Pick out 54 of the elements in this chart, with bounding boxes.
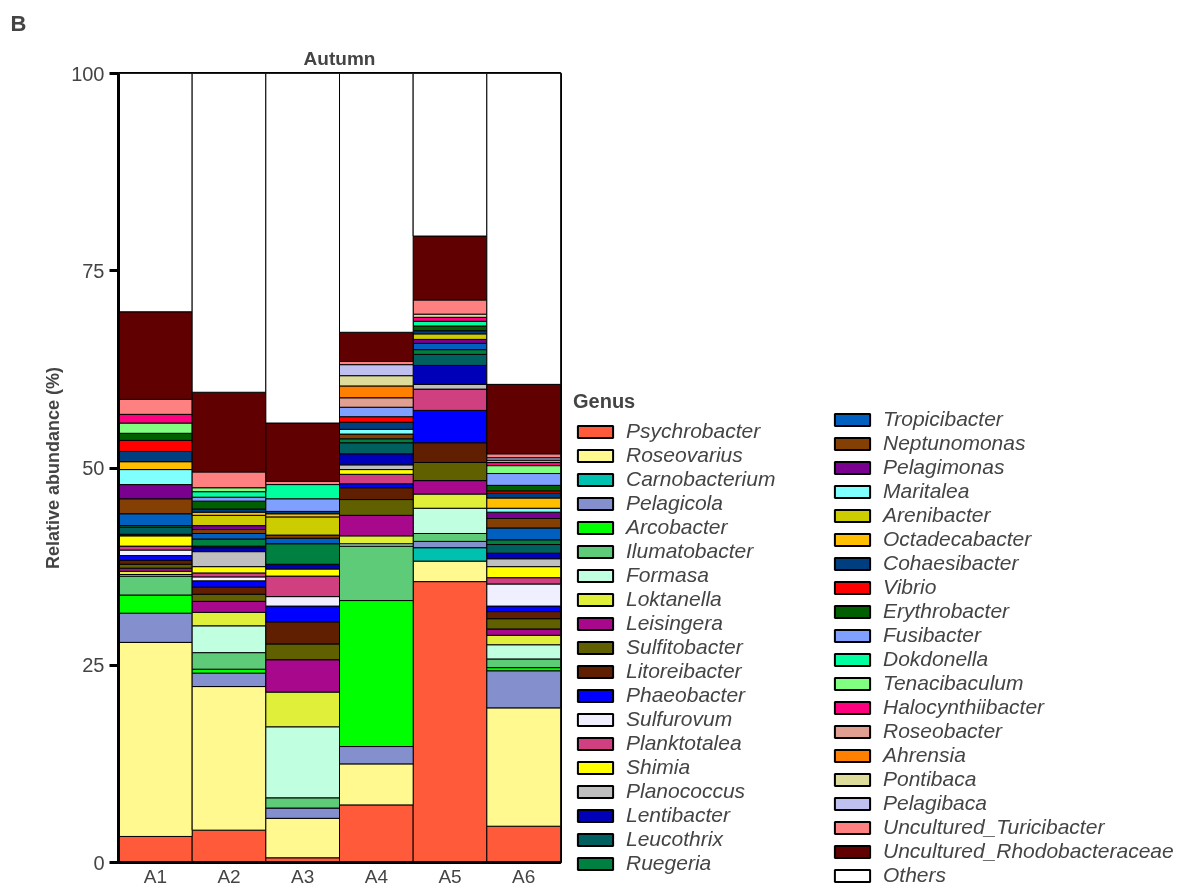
y-tick-label: 75 xyxy=(82,259,105,282)
legend-title: Genus xyxy=(573,390,637,413)
x-tick-label: A2 xyxy=(217,865,241,887)
legend-label: Loktanella xyxy=(626,587,722,611)
legend-label: Shimia xyxy=(626,755,691,779)
legend-label: Pontibaca xyxy=(883,767,977,791)
legend-label: Carnobacterium xyxy=(626,467,776,491)
legend-label: Sulfitobacter xyxy=(626,635,743,659)
chart-title: Autumn xyxy=(303,47,376,69)
legend-label: Pelagicola xyxy=(626,491,723,515)
legend-label: Formasa xyxy=(626,563,709,587)
legend-label: Roseovarius xyxy=(626,443,743,467)
x-tick-label: A3 xyxy=(291,865,315,887)
y-tick-label: 100 xyxy=(71,62,105,85)
legend-label: Neptunomonas xyxy=(883,431,1026,455)
x-tick-label: A5 xyxy=(438,865,462,887)
y-tick-label: 0 xyxy=(93,851,105,874)
legend-label: Halocynthiibacter xyxy=(883,695,1045,719)
legend-label: Sulfurovum xyxy=(626,707,733,731)
legend-label: Vibrio xyxy=(883,575,937,599)
legend-label: Litoreibacter xyxy=(626,659,742,683)
text: B xyxy=(10,10,27,36)
legend-label: Uncultured_Rhodobacteraceae xyxy=(883,839,1174,863)
legend-label: Fusibacter xyxy=(883,623,982,647)
legend-label: Ilumatobacter xyxy=(626,539,754,563)
legend-label: Arcobacter xyxy=(626,515,728,539)
legend-label: Octadecabacter xyxy=(883,527,1032,551)
y-tick-label: 25 xyxy=(82,654,105,677)
legend-label: Tropicibacter xyxy=(883,407,1003,431)
legend-label: Dokdonella xyxy=(883,647,989,671)
legend-label: Uncultured_Turicibacter xyxy=(883,815,1105,839)
legend-label: Ruegeria xyxy=(626,851,712,875)
legend-label: Cohaesibacter xyxy=(883,551,1019,575)
legend-label: Phaeobacter xyxy=(626,683,746,707)
legend-label: Ahrensia xyxy=(883,743,966,767)
legend-label: Leucothrix xyxy=(626,827,723,851)
legend-label: Tenacibaculum xyxy=(883,671,1024,695)
legend-label: Lentibacter xyxy=(626,803,730,827)
legend-label: Maritalea xyxy=(883,479,970,503)
legend-label: Roseobacter xyxy=(883,719,1003,743)
x-tick-label: A6 xyxy=(512,865,536,887)
legend-label: Erythrobacter xyxy=(883,599,1010,623)
legend-label: Leisingera xyxy=(626,611,723,635)
legend-label: Arenibacter xyxy=(883,503,991,527)
y-tick-label: 50 xyxy=(82,457,105,479)
legend-label: Planktotalea xyxy=(626,731,742,755)
x-tick-label: A1 xyxy=(143,865,167,887)
legend-label: Pelagibaca xyxy=(883,791,987,815)
legend-label: Others xyxy=(883,863,947,887)
legend-label: Psychrobacter xyxy=(626,419,761,443)
legend-label: Pelagimonas xyxy=(883,455,1005,479)
legend-label: Planococcus xyxy=(626,779,746,803)
x-tick-label: A4 xyxy=(364,865,389,887)
y-axis-title: Relative abundance (%) xyxy=(43,366,64,570)
